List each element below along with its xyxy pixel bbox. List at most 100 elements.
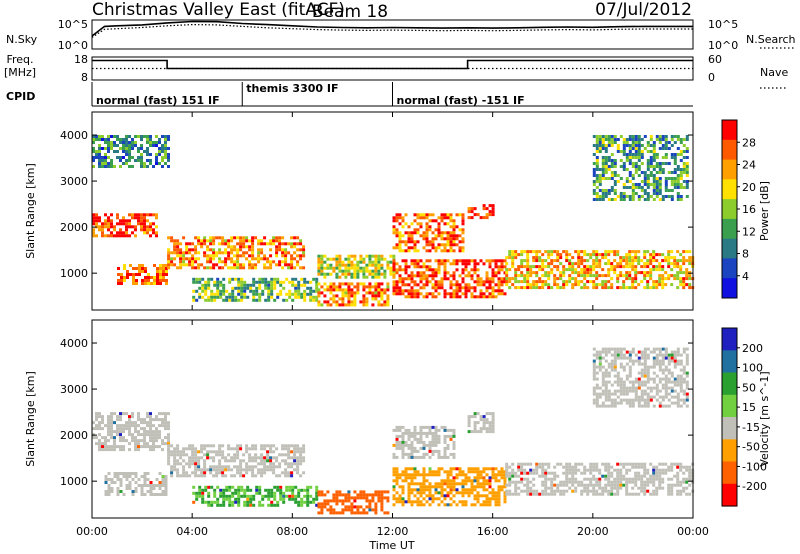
heatmap-cell bbox=[670, 468, 674, 472]
heatmap-cell bbox=[249, 283, 253, 287]
heatmap-cell bbox=[526, 250, 530, 254]
heatmap-cell bbox=[613, 350, 617, 354]
heatmap-cell bbox=[673, 362, 677, 366]
heatmap-cell bbox=[251, 459, 255, 463]
heatmap-cell bbox=[92, 156, 95, 159]
heatmap-cell bbox=[673, 162, 677, 165]
heatmap-cell bbox=[260, 459, 264, 463]
heatmap-cell bbox=[559, 286, 563, 290]
heatmap-cell bbox=[437, 268, 441, 272]
heatmap-cell bbox=[431, 295, 435, 299]
heatmap-cell bbox=[347, 285, 351, 289]
heatmap-cell bbox=[191, 257, 195, 261]
heatmap-cell bbox=[137, 135, 140, 138]
heatmap-cell bbox=[485, 207, 489, 211]
heatmap-cell bbox=[275, 254, 279, 258]
heatmap-cell bbox=[491, 207, 495, 211]
heatmap-cell bbox=[245, 236, 249, 240]
heatmap-cell bbox=[251, 468, 255, 472]
heatmap-cell bbox=[685, 374, 689, 378]
heatmap-cell bbox=[335, 300, 339, 304]
heatmap-cell bbox=[149, 436, 152, 440]
heatmap-cell bbox=[544, 274, 548, 278]
heatmap-cell bbox=[685, 156, 689, 159]
heatmap-cell bbox=[236, 471, 240, 475]
heatmap-cell bbox=[589, 253, 593, 257]
heatmap-cell bbox=[601, 268, 605, 272]
heatmap-cell bbox=[341, 511, 345, 515]
heatmap-cell bbox=[272, 456, 276, 460]
heatmap-cell bbox=[434, 488, 438, 492]
heatmap-cell bbox=[377, 263, 381, 267]
heatmap-cell bbox=[473, 268, 477, 272]
heatmap-cell bbox=[404, 283, 408, 287]
heatmap-cell bbox=[476, 280, 480, 284]
colorbar-swatch bbox=[722, 238, 737, 259]
heatmap-cell bbox=[562, 471, 566, 475]
heatmap-cell bbox=[434, 237, 438, 241]
heatmap-cell bbox=[416, 437, 420, 441]
heatmap-cell bbox=[302, 450, 306, 454]
heatmap-cell bbox=[152, 165, 155, 168]
heatmap-cell bbox=[491, 274, 495, 278]
heatmap-cell bbox=[155, 213, 158, 217]
heatmap-cell bbox=[309, 286, 313, 290]
heatmap-cell bbox=[646, 398, 650, 402]
heatmap-cell bbox=[116, 475, 120, 478]
heatmap-cell bbox=[242, 236, 246, 240]
heatmap-cell bbox=[309, 292, 313, 296]
heatmap-cell bbox=[368, 508, 372, 512]
heatmap-cell bbox=[634, 162, 638, 165]
heatmap-cell bbox=[134, 475, 138, 478]
heatmap-cell bbox=[646, 165, 650, 168]
heatmap-cell bbox=[517, 486, 521, 490]
heatmap-cell bbox=[452, 277, 456, 281]
heatmap-cell bbox=[473, 262, 477, 266]
heatmap-cell bbox=[425, 434, 429, 438]
heatmap-cell bbox=[538, 280, 542, 284]
heatmap-cell bbox=[240, 283, 244, 287]
heatmap-cell bbox=[610, 177, 614, 180]
heatmap-cell bbox=[341, 291, 345, 295]
heatmap-cell bbox=[422, 455, 426, 459]
heatmap-cell bbox=[146, 445, 149, 449]
heatmap-cell bbox=[559, 256, 563, 260]
heatmap-cell bbox=[341, 260, 345, 264]
heatmap-cell bbox=[203, 447, 207, 451]
heatmap-cell bbox=[407, 443, 411, 447]
heatmap-cell bbox=[508, 489, 512, 493]
heatmap-cell bbox=[685, 165, 689, 168]
heatmap-cell bbox=[682, 256, 686, 260]
heatmap-cell bbox=[230, 257, 234, 261]
heatmap-cell bbox=[203, 251, 207, 255]
heatmap-cell bbox=[646, 262, 650, 266]
heatmap-cell bbox=[667, 483, 671, 487]
heatmap-cell bbox=[144, 270, 147, 273]
heatmap-cell bbox=[640, 462, 644, 466]
heatmap-cell bbox=[685, 392, 689, 396]
heatmap-cell bbox=[580, 256, 584, 260]
heatmap-cell bbox=[547, 462, 551, 466]
heatmap-cell bbox=[580, 483, 584, 487]
heatmap-cell bbox=[458, 249, 462, 253]
heatmap-cell bbox=[679, 171, 683, 174]
heatmap-cell bbox=[646, 468, 650, 472]
heatmap-cell bbox=[640, 398, 644, 402]
heatmap-cell bbox=[449, 473, 453, 477]
heatmap-cell bbox=[652, 141, 656, 144]
heatmap-cell bbox=[595, 192, 599, 195]
heatmap-cell bbox=[470, 479, 474, 483]
heatmap-cell bbox=[155, 418, 158, 422]
heatmap-cell bbox=[640, 280, 644, 284]
heatmap-cell bbox=[425, 473, 429, 477]
heatmap-cell bbox=[368, 285, 372, 289]
heatmap-cell bbox=[628, 271, 632, 275]
heatmap-cell bbox=[368, 505, 372, 509]
heatmap-cell bbox=[604, 350, 608, 354]
heatmap-cell bbox=[628, 144, 632, 147]
heatmap-cell bbox=[131, 216, 134, 220]
heatmap-cell bbox=[273, 491, 277, 495]
heatmap-cell bbox=[628, 156, 632, 159]
heatmap-cell bbox=[422, 482, 426, 486]
heatmap-cell bbox=[242, 459, 246, 463]
